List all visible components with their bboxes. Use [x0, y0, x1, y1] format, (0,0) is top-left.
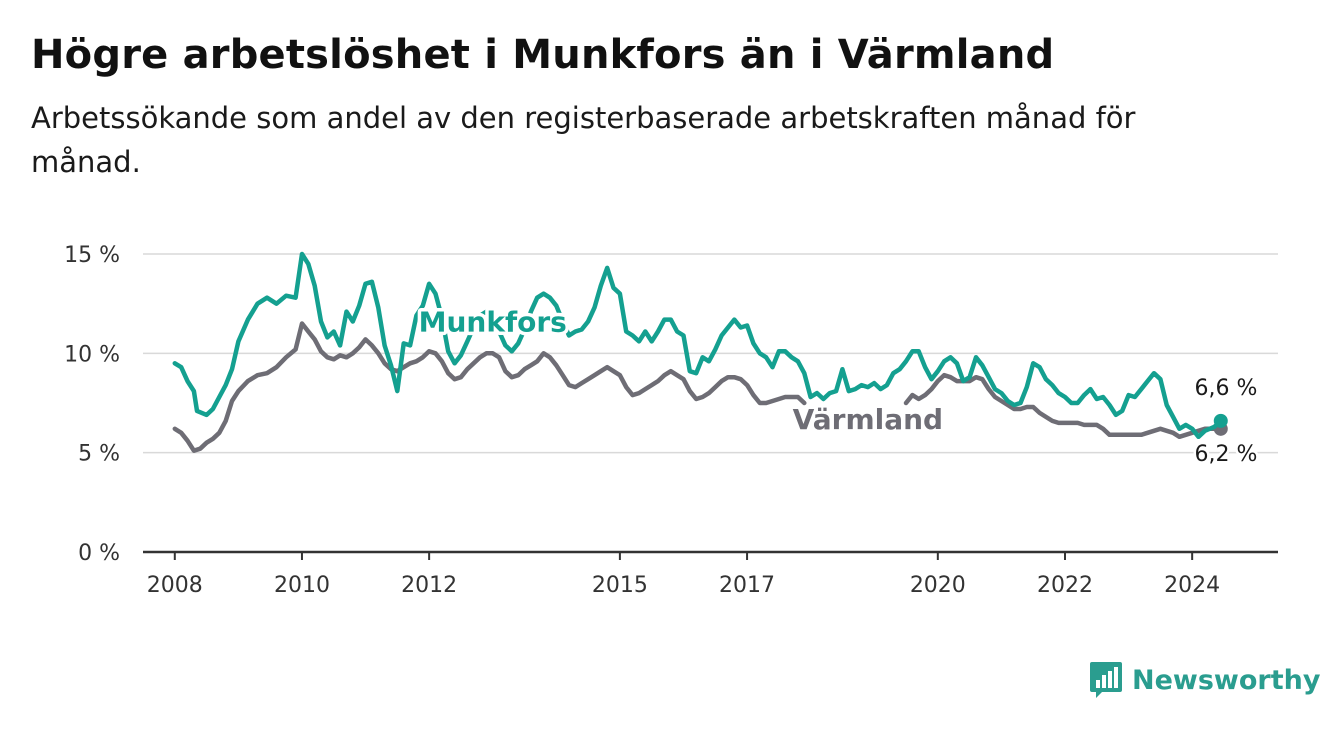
y-tick-label: 15 % [64, 243, 120, 268]
series-end-point [1213, 413, 1228, 428]
x-tick-label: 2008 [147, 573, 203, 598]
brand-name: Newsworthy [1132, 664, 1321, 696]
end-value-label: 6,2 % [1195, 442, 1258, 467]
series-label: Munkfors [419, 306, 567, 339]
y-tick-label: 5 % [78, 442, 120, 467]
series-line-varmland [172, 321, 807, 453]
chart-title: Högre arbetslöshet i Munkfors än i Värml… [31, 32, 1055, 78]
x-tick-label: 2022 [1037, 573, 1093, 598]
y-tick-label: 10 % [64, 342, 120, 367]
x-tick-label: 2017 [719, 573, 775, 598]
y-tick-label: 0 % [78, 541, 120, 566]
axes: 0 % 5 % 10 % 15 % 2008 2010 2012 2015 2017 2020 20… [64, 243, 1278, 598]
series-line-varmland [903, 372, 1224, 440]
x-tick-label: 2015 [592, 573, 648, 598]
newsworthy-logo-icon [1090, 662, 1122, 698]
series-labels: Munkfors Värmland 6,6 % 6,2 % [415, 302, 1260, 469]
series-label: Värmland [793, 403, 944, 436]
chart-subtitle: Arbetssökande som andel av den registerb… [31, 101, 1136, 179]
x-tick-label: 2012 [401, 573, 457, 598]
end-value-label: 6,6 % [1195, 376, 1258, 401]
newsworthy-brand[interactable]: Newsworthy [1088, 660, 1320, 700]
x-tick-label: 2010 [274, 573, 330, 598]
gridlines [143, 253, 1278, 454]
series-lines [172, 251, 1228, 453]
x-tick-label: 2020 [910, 573, 966, 598]
x-tick-label: 2024 [1164, 573, 1220, 598]
series-line-munkfors [172, 251, 1224, 440]
